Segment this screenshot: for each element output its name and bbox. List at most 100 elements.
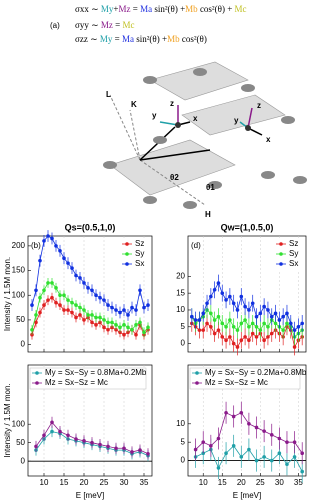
data-point — [114, 446, 118, 451]
legend-label: My = Sx−Sy = 0.2Ma+0.8Mb — [205, 368, 307, 377]
data-point — [258, 328, 263, 332]
data-point — [231, 324, 236, 329]
data-point — [46, 298, 50, 302]
data-point — [247, 422, 251, 426]
legend-label: My = Sx−Sy = 0.8Ma+0.2Mb — [45, 368, 147, 377]
equation-term: Mb — [167, 34, 180, 44]
y-axis-label: Intensity / 1.5M mon. — [3, 383, 12, 457]
y-tick-label: 50 — [16, 438, 25, 447]
data-point — [269, 458, 274, 463]
y-arrow — [159, 121, 179, 126]
x-tick-label: 20 — [237, 478, 246, 487]
data-point — [98, 295, 102, 300]
data-point — [250, 301, 255, 306]
diagram-label: H — [205, 210, 211, 219]
equation-term: My — [100, 34, 113, 44]
equation-term: Ma — [140, 4, 152, 14]
data-point — [86, 286, 90, 290]
plane — [109, 139, 236, 196]
data-point — [122, 308, 126, 312]
equation-term: sin²(θ) + — [134, 34, 167, 44]
data-point — [224, 410, 228, 415]
y-tick-label: 20 — [176, 271, 185, 280]
data-point — [262, 455, 266, 459]
data-point — [300, 321, 304, 326]
data-point — [190, 314, 194, 319]
data-point — [239, 455, 244, 459]
data-point — [239, 294, 244, 299]
data-point — [266, 308, 270, 312]
x-tick-label: 20 — [80, 478, 89, 487]
y-tick-label: 50 — [16, 315, 25, 324]
x-tick-label: 10 — [199, 478, 208, 487]
data-point — [38, 258, 42, 263]
data-point — [224, 324, 228, 329]
data-point — [212, 287, 217, 292]
data-point — [90, 288, 94, 293]
data-point — [247, 447, 251, 452]
legend-marker — [279, 262, 283, 266]
data-point — [235, 308, 240, 312]
data-point — [50, 281, 54, 285]
data-point — [58, 249, 62, 253]
data-point — [254, 314, 259, 319]
y-tick-label: 0 — [181, 456, 186, 465]
panel-label: (d) — [191, 241, 201, 250]
legend-label: Sx — [135, 259, 144, 268]
x-axis-label: E [meV] — [76, 491, 104, 500]
legend-marker — [35, 371, 39, 375]
data-point — [269, 331, 274, 336]
y-tick-label: 5 — [181, 322, 186, 331]
data-point — [138, 448, 142, 452]
data-point — [220, 335, 225, 339]
legend-label: Sy — [135, 249, 144, 258]
data-point — [130, 450, 134, 454]
data-point — [235, 345, 240, 349]
data-point — [98, 442, 102, 447]
equation: σyy ∼ Mz = Mc — [75, 20, 134, 30]
data-point — [106, 303, 110, 307]
data-point — [46, 234, 50, 238]
legend-label: Mz = Sx−Sz = Mc — [45, 378, 108, 387]
x-tick-label: 15 — [218, 478, 227, 487]
data-point — [277, 436, 282, 441]
data-point — [90, 440, 94, 445]
data-point — [231, 414, 236, 419]
diagram-label: y — [152, 111, 157, 120]
plane — [149, 61, 249, 101]
data-point — [254, 335, 259, 339]
data-point — [74, 437, 78, 441]
y-tick-label: 0 — [21, 340, 26, 349]
equation-term: My — [101, 4, 114, 14]
plot-frame — [27, 235, 153, 353]
data-point — [258, 311, 263, 316]
data-point — [54, 300, 58, 305]
data-point — [254, 458, 259, 463]
data-point — [34, 313, 38, 317]
z-arrow — [247, 107, 253, 129]
data-point — [38, 310, 42, 315]
y-tick-label: 150 — [12, 266, 26, 275]
diagram-label: θ2 — [170, 173, 179, 182]
data-point — [82, 318, 86, 322]
diagram-label: z — [170, 99, 174, 108]
equation-term: + — [113, 4, 118, 14]
data-point — [122, 446, 126, 451]
axis-l — [109, 94, 141, 161]
legend-box — [189, 367, 301, 390]
data-point — [254, 425, 259, 430]
data-point — [58, 293, 62, 298]
data-point — [82, 439, 86, 443]
x-tick-label: 25 — [100, 478, 109, 487]
equation-term: = — [113, 20, 123, 30]
legend-marker — [125, 262, 129, 266]
data-point — [90, 313, 94, 317]
data-point — [277, 318, 282, 322]
legend-label: Sz — [289, 239, 298, 248]
data-point — [94, 293, 98, 298]
data-point — [138, 288, 142, 293]
equation-term: Ma — [122, 34, 134, 44]
y-tick-label: 10 — [176, 305, 185, 314]
data-point — [250, 321, 255, 326]
diagram-label: θ1 — [206, 183, 215, 192]
